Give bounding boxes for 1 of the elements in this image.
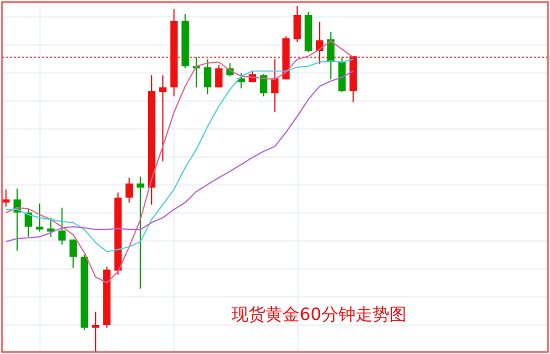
text: 现货黄金60分钟走势图 bbox=[232, 305, 406, 325]
